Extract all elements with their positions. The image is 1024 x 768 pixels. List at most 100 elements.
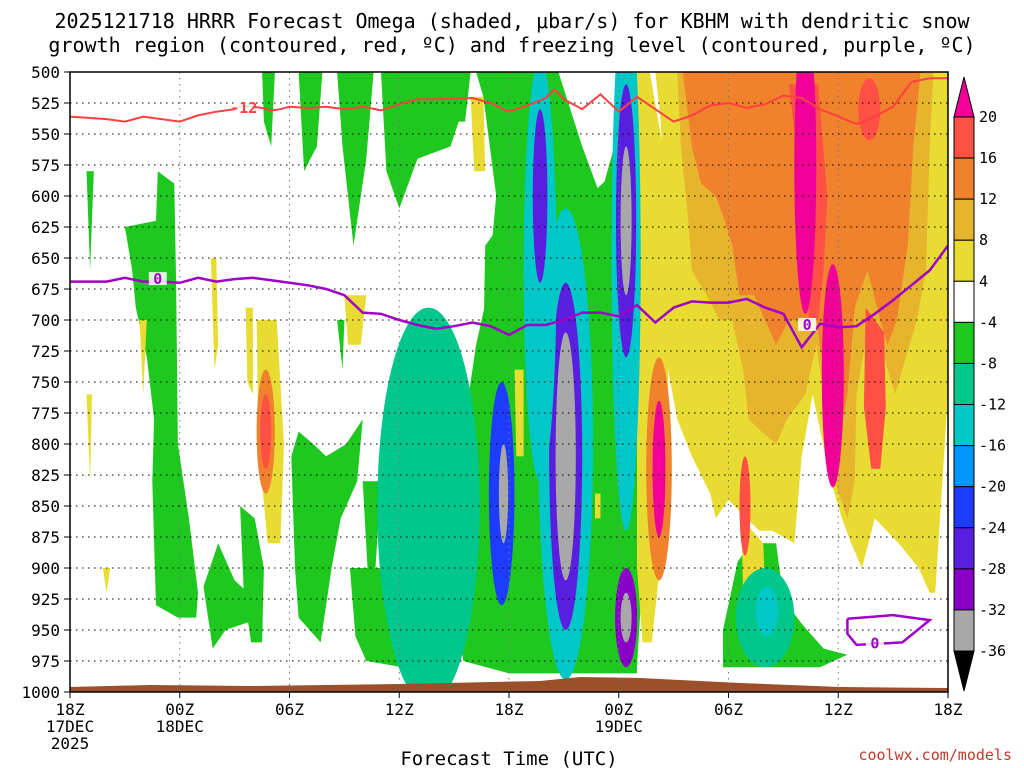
omega-core — [555, 332, 576, 581]
omega-region — [291, 419, 363, 643]
omega-region — [863, 307, 886, 469]
omega-region — [344, 295, 367, 345]
omega-region — [381, 72, 467, 209]
colorbar-tick-label: 4 — [979, 272, 988, 290]
y-tick-label: 675 — [31, 280, 60, 299]
omega-core — [620, 592, 632, 643]
dgz-contour-label: -12 — [230, 99, 257, 117]
colorbar-tick-label: 12 — [979, 190, 997, 208]
y-tick-label: 575 — [31, 156, 60, 175]
omega-core — [821, 264, 844, 488]
colorbar-tick-label: 8 — [979, 231, 988, 249]
y-tick-label: 700 — [31, 311, 60, 330]
omega-core — [652, 400, 666, 537]
y-axis: 500 525 550 575 600 625 650 675 700 725 750 775 800 8… — [21, 63, 70, 702]
colorbar-segment — [953, 404, 975, 447]
chart-title-line1: 2025121718 HRRR Forecast Omega (shaded, … — [54, 9, 970, 33]
y-tick-label: 650 — [31, 249, 60, 268]
x-tick-label: 06Z — [714, 700, 743, 719]
colorbar-tick-label: -12 — [979, 396, 1006, 414]
colorbar-segment — [953, 198, 975, 241]
omega-region — [337, 320, 345, 370]
omega-region — [470, 96, 486, 172]
y-tick-label: 1000 — [21, 683, 60, 702]
y-tick-label: 875 — [31, 528, 60, 547]
colorbar-top-arrow — [953, 76, 975, 118]
y-tick-label: 625 — [31, 218, 60, 237]
freezing-level-label-bg — [798, 317, 817, 331]
x-tick-label: 00Z — [604, 700, 633, 719]
omega-region — [245, 307, 253, 395]
omega-core — [620, 146, 632, 296]
y-tick-label: 825 — [31, 466, 60, 485]
colorbar-tick-label: -4 — [979, 313, 997, 331]
grid — [70, 72, 948, 692]
colorbar-tick-label: -16 — [979, 437, 1006, 455]
omega-core — [498, 444, 509, 544]
omega-core — [794, 72, 817, 314]
freezing-level-label: 0 — [870, 635, 879, 653]
colorbar-segment — [953, 280, 975, 323]
omega-core — [260, 394, 272, 469]
x-tick-label: 12Z — [824, 700, 853, 719]
colorbar-tick-label: -32 — [979, 601, 1006, 619]
y-tick-label: 500 — [31, 63, 60, 82]
contour-labels: -12 0 0 0 — [148, 99, 884, 653]
colorbar-tick-label: -8 — [979, 354, 997, 372]
colorbar-tick-label: -28 — [979, 560, 1006, 578]
x-axis-label: Forecast Time (UTC) — [400, 748, 617, 768]
x-tick-label: 12Z — [385, 700, 414, 719]
colorbar-segment — [953, 445, 975, 488]
omega-region — [349, 568, 403, 668]
omega-core — [739, 456, 751, 556]
omega-region — [446, 72, 471, 122]
colorbar-tick-label: -20 — [979, 478, 1006, 496]
y-tick-label: 850 — [31, 497, 60, 516]
omega-region — [86, 394, 92, 482]
freezing-level-label-bg — [148, 272, 167, 286]
x-tick-label: 19DEC — [595, 717, 643, 736]
omega-core — [377, 307, 480, 692]
colorbar-segment — [953, 362, 975, 406]
colorbar-segment — [953, 527, 975, 570]
y-tick-label: 950 — [31, 621, 60, 640]
freezing-level-label: 0 — [153, 270, 162, 288]
omega-region — [203, 543, 263, 649]
omega-region — [102, 568, 111, 593]
colorbar-tick-label: -24 — [979, 519, 1006, 537]
omega-core — [532, 109, 548, 283]
freezing-level-loop — [846, 613, 933, 647]
x-tick-label: 18Z — [495, 700, 524, 719]
omega-region — [298, 72, 323, 172]
colorbar-tick-label: 20 — [979, 108, 997, 126]
omega-region — [210, 258, 219, 370]
omega-region — [587, 245, 597, 345]
y-tick-label: 600 — [31, 187, 60, 206]
colorbar-segment — [953, 321, 975, 364]
colorbar-segment — [953, 116, 975, 159]
colorbar-tick-label: 16 — [979, 149, 997, 167]
colorbar-segment — [953, 609, 975, 652]
omega-core — [858, 78, 881, 141]
freezing-level-label: 0 — [803, 316, 812, 334]
y-tick-label: 925 — [31, 590, 60, 609]
y-tick-label: 750 — [31, 373, 60, 392]
omega-region — [595, 493, 601, 519]
y-tick-label: 975 — [31, 652, 60, 671]
y-tick-label: 525 — [31, 94, 60, 113]
colorbar-segment — [953, 239, 975, 282]
x-tick-label: 18Z — [934, 700, 963, 719]
colorbar-segment — [953, 486, 975, 529]
omega-region — [240, 506, 264, 643]
colorbar-segment — [953, 568, 975, 611]
omega-region — [337, 72, 374, 246]
y-tick-label: 550 — [31, 125, 60, 144]
colorbar: 20 16 12 8 4 -4 -8 -12 -16 -20 -24 -28 -32 -36 — [953, 76, 1006, 692]
x-tick-label: 2025 — [51, 734, 90, 753]
y-tick-label: 775 — [31, 404, 60, 423]
omega-region — [139, 320, 147, 395]
colorbar-segment — [953, 157, 975, 200]
y-tick-label: 725 — [31, 342, 60, 361]
credit-text: coolwx.com/models — [858, 746, 1012, 764]
